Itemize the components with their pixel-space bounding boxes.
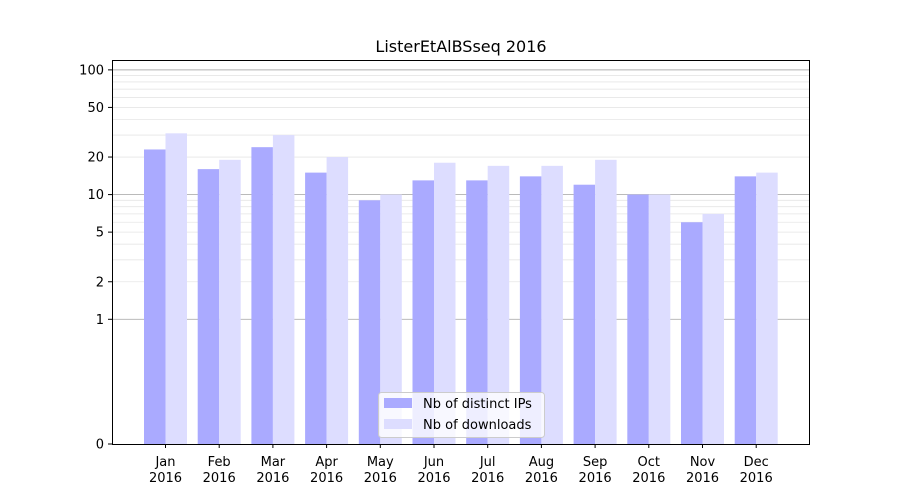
x-axis: Jan2016Feb2016Mar2016Apr2016May2016Jun20… xyxy=(149,444,773,486)
bar xyxy=(702,213,724,444)
bar xyxy=(326,157,349,444)
x-tick-label-month: May xyxy=(367,455,394,470)
x-tick-label-year: 2016 xyxy=(203,471,236,486)
x-tick-label-month: Jan xyxy=(154,455,175,470)
y-tick-label: 2 xyxy=(96,275,104,290)
legend-box xyxy=(378,392,545,438)
x-tick-label-year: 2016 xyxy=(525,471,558,486)
chart-title: ListerEtAlBSseq 2016 xyxy=(375,37,546,56)
x-tick-label-year: 2016 xyxy=(149,471,182,486)
x-tick-label-month: Apr xyxy=(315,455,338,470)
x-tick-label-year: 2016 xyxy=(256,471,289,486)
y-tick-label: 0 xyxy=(96,438,104,453)
bar xyxy=(305,172,327,444)
x-tick-label-month: Jun xyxy=(423,455,444,470)
x-tick-label-year: 2016 xyxy=(364,471,397,486)
bar xyxy=(144,149,166,444)
x-tick-label-year: 2016 xyxy=(686,471,719,486)
bar xyxy=(219,159,241,444)
x-tick-label-month: Mar xyxy=(261,455,286,470)
y-tick-label: 100 xyxy=(79,63,104,78)
bar xyxy=(197,169,220,444)
x-tick-label-month: Feb xyxy=(208,455,231,470)
y-tick-label: 5 xyxy=(96,226,104,241)
bar xyxy=(412,180,434,444)
legend-label: Nb of distinct IPs xyxy=(423,397,532,412)
bar xyxy=(648,194,671,444)
x-tick-label-month: Dec xyxy=(744,455,769,470)
bar xyxy=(358,200,381,444)
plot-frame xyxy=(112,60,810,445)
bar xyxy=(519,176,542,444)
bar xyxy=(165,133,187,444)
bar xyxy=(251,147,273,444)
x-tick-label-year: 2016 xyxy=(579,471,612,486)
y-tick-label: 50 xyxy=(87,101,104,116)
y-axis: 0 1 2 5 10 20 50 100 xyxy=(79,63,112,453)
bar xyxy=(627,194,649,444)
bar xyxy=(487,165,510,444)
x-tick-label-year: 2016 xyxy=(740,471,773,486)
bar xyxy=(272,135,295,445)
bar xyxy=(541,165,563,444)
x-tick-label-year: 2016 xyxy=(310,471,343,486)
x-tick-label-year: 2016 xyxy=(632,471,665,486)
bar xyxy=(595,159,617,444)
x-tick-label-month: Aug xyxy=(529,455,554,470)
bar xyxy=(466,180,488,444)
y-tick-label: 20 xyxy=(87,151,104,166)
bar xyxy=(756,172,778,444)
legend-swatch xyxy=(384,419,412,429)
x-tick-label-month: Nov xyxy=(690,455,716,470)
bars xyxy=(144,133,778,445)
bar xyxy=(734,176,757,444)
bar xyxy=(434,162,456,444)
y-tick-label: 1 xyxy=(96,313,104,328)
x-tick-label-month: Jul xyxy=(479,455,496,470)
bar xyxy=(573,184,596,444)
legend-label: Nb of downloads xyxy=(423,418,532,433)
y-tick-label: 10 xyxy=(87,188,104,203)
x-tick-label-year: 2016 xyxy=(417,471,450,486)
legend: Nb of distinct IPs Nb of downloads xyxy=(378,392,545,438)
x-tick-label-year: 2016 xyxy=(471,471,504,486)
x-tick-label-month: Sep xyxy=(583,455,608,470)
x-tick-label-month: Oct xyxy=(638,455,660,470)
legend-swatch xyxy=(384,398,412,408)
bar xyxy=(681,222,703,444)
bar xyxy=(380,194,402,444)
